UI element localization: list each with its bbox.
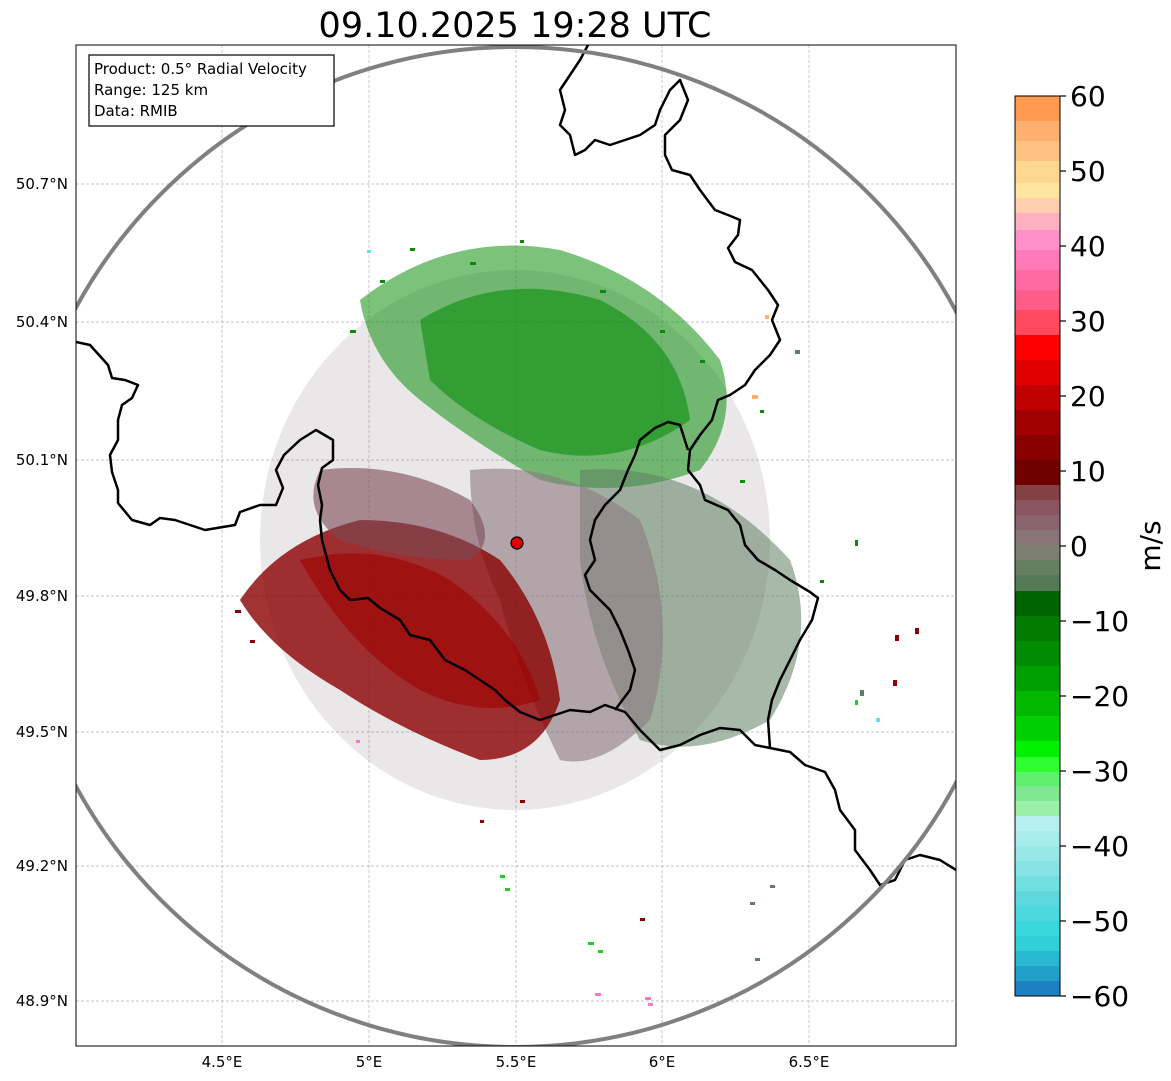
info-range: Range: 125 km <box>94 81 208 99</box>
radar-site-marker <box>510 536 524 550</box>
lat-tick: 50.1°N <box>16 451 68 469</box>
figure-title: 09.10.2025 19:28 UTC <box>319 6 712 46</box>
lon-tick: 5°E <box>356 1053 383 1071</box>
info-box: Product: 0.5° Radial Velocity Range: 125… <box>88 54 335 127</box>
colorbar-tick: 20 <box>1070 380 1106 413</box>
colorbar-tick: 30 <box>1070 305 1106 338</box>
colorbar-tick: 10 <box>1070 455 1106 488</box>
lat-tick: 50.7°N <box>16 175 68 193</box>
colorbar-label: m/s <box>1134 520 1167 571</box>
colorbar-tick: −10 <box>1070 605 1129 638</box>
lat-tick: 49.2°N <box>16 857 68 875</box>
colorbar-tick: 40 <box>1070 230 1106 263</box>
colorbar-tick: −50 <box>1070 905 1129 938</box>
lat-tick: 49.8°N <box>16 587 68 605</box>
country-borders <box>76 45 956 887</box>
colorbar-tick: −60 <box>1070 980 1129 1013</box>
info-data: Data: RMIB <box>94 102 178 120</box>
colorbar-tick: −40 <box>1070 830 1129 863</box>
lon-tick: 5.5°E <box>496 1053 537 1071</box>
colorbar-tick: −20 <box>1070 680 1129 713</box>
colorbar-tickmarks <box>1060 95 1066 997</box>
colorbar: 60 50 40 30 20 10 0 −10 −20 −30 −40 −50 … <box>1014 80 1167 1013</box>
range-ring <box>76 45 956 1046</box>
colorbar-tick: −30 <box>1070 755 1129 788</box>
lon-tick: 6.5°E <box>789 1053 830 1071</box>
colorbar-ticklabels: 60 50 40 30 20 10 0 −10 −20 −30 −40 −50 … <box>1070 80 1129 1013</box>
colorbar-gradient <box>1014 95 1061 997</box>
lat-tick: 49.5°N <box>16 723 68 741</box>
colorbar-tick: 0 <box>1070 530 1088 563</box>
map-frame <box>75 44 957 1047</box>
lon-tick: 6°E <box>649 1053 676 1071</box>
lon-tick: 4.5°E <box>202 1053 243 1071</box>
colorbar-tick: 60 <box>1070 80 1106 113</box>
map-panel: Product: 0.5° Radial Velocity Range: 125… <box>16 44 957 1071</box>
lat-tick: 48.9°N <box>16 992 68 1010</box>
lon-ticks: 4.5°E 5°E 5.5°E 6°E 6.5°E <box>202 1053 830 1071</box>
lat-tick: 50.4°N <box>16 313 68 331</box>
colorbar-tick: 50 <box>1070 155 1106 188</box>
info-product: Product: 0.5° Radial Velocity <box>94 60 307 78</box>
lat-ticks: 50.7°N 50.4°N 50.1°N 49.8°N 49.5°N 49.2°… <box>16 175 68 1010</box>
